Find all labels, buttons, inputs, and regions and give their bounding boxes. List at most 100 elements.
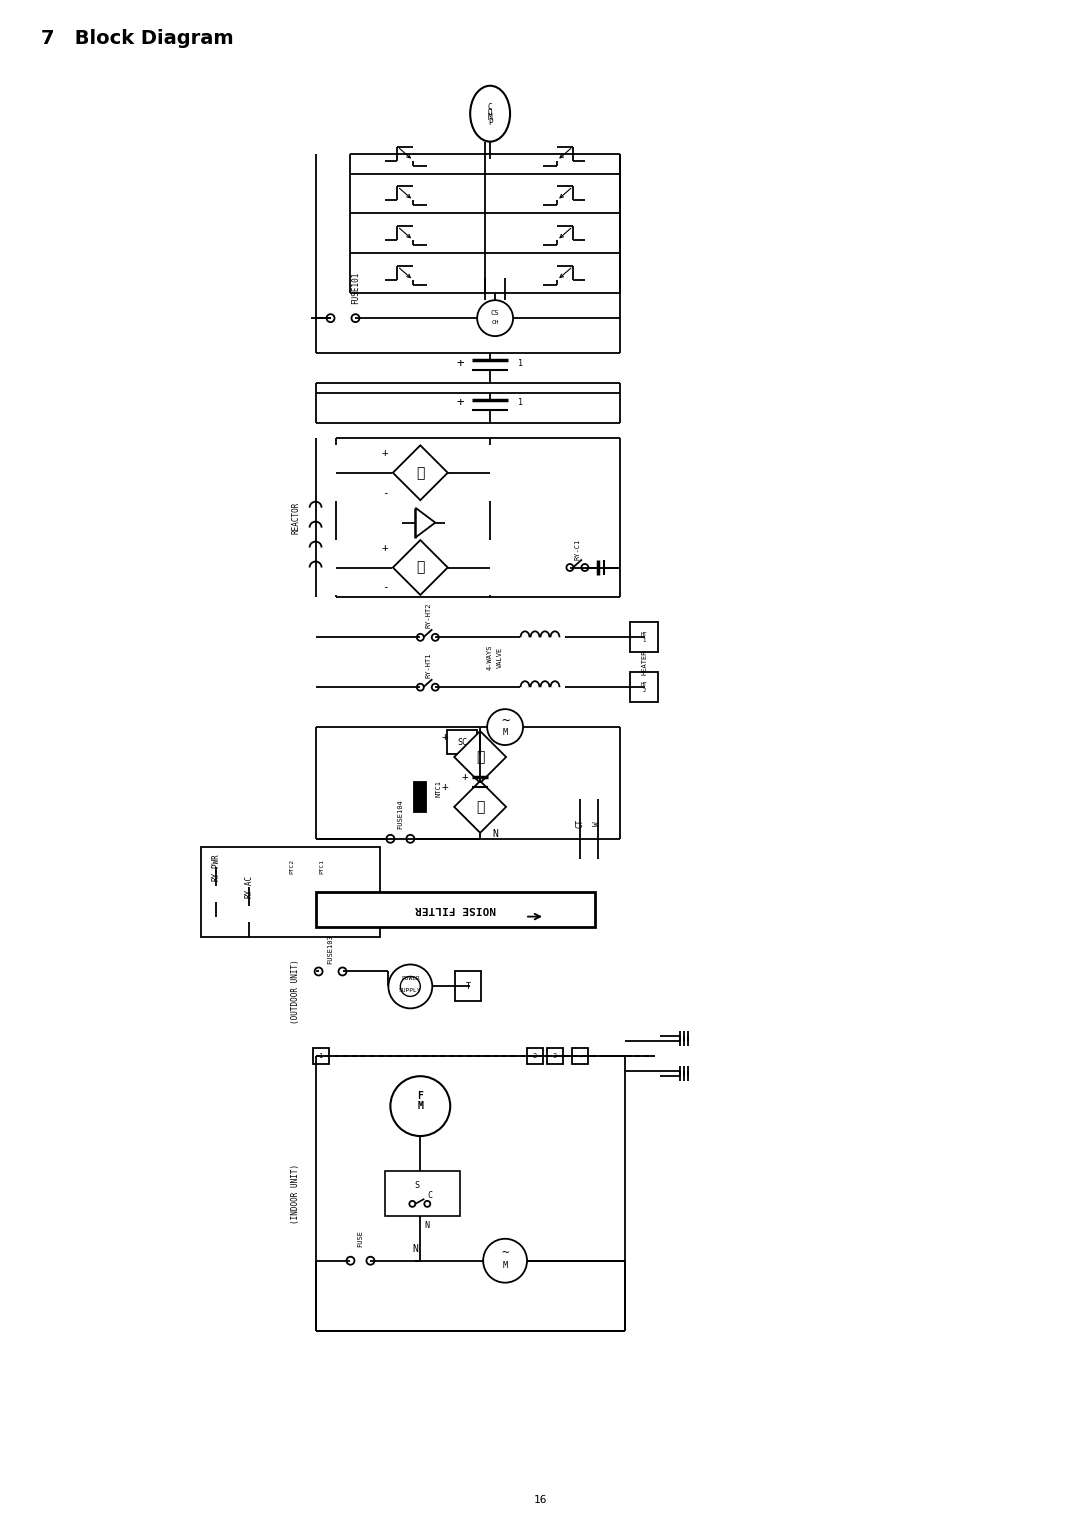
Text: HEATER: HEATER [642, 649, 648, 675]
Circle shape [245, 918, 253, 925]
Text: 本: 本 [476, 800, 484, 814]
Text: →: → [578, 1054, 582, 1060]
Text: N: N [413, 1245, 418, 1254]
Text: 本: 本 [416, 466, 424, 479]
Circle shape [338, 968, 347, 976]
Text: 本: 本 [476, 750, 484, 764]
Circle shape [566, 563, 573, 571]
Circle shape [432, 634, 438, 641]
Text: PTC2: PTC2 [289, 860, 294, 875]
Text: CH: CH [491, 319, 499, 325]
Text: ~: ~ [501, 1246, 509, 1260]
Text: +: + [382, 542, 389, 553]
Text: HT
2: HT 2 [640, 681, 647, 693]
Circle shape [213, 898, 219, 906]
Text: CS: CS [491, 310, 499, 316]
Bar [311, 849, 333, 884]
Polygon shape [455, 731, 507, 783]
Circle shape [326, 315, 335, 322]
Bar [630, 672, 658, 702]
Text: 1: 1 [517, 399, 523, 408]
Text: CT: CT [576, 818, 584, 829]
Text: M: M [502, 727, 508, 736]
Text: SC: SC [457, 738, 468, 747]
Text: +: + [457, 356, 464, 370]
Circle shape [487, 709, 523, 745]
Polygon shape [455, 780, 507, 832]
Text: REACTOR: REACTOR [292, 501, 300, 534]
Bar [312, 1048, 328, 1064]
Text: RY-HT1: RY-HT1 [426, 652, 431, 678]
Text: C: C [488, 104, 492, 111]
Circle shape [424, 1200, 430, 1206]
Circle shape [477, 301, 513, 336]
Text: +: + [442, 731, 448, 742]
Text: RY-PWR: RY-PWR [212, 854, 220, 881]
Circle shape [351, 315, 360, 322]
Bar [386, 1171, 460, 1215]
Text: 7   Block Diagram: 7 Block Diagram [41, 29, 234, 49]
Polygon shape [393, 446, 448, 501]
Text: 1: 1 [319, 1054, 323, 1060]
Bar [447, 730, 477, 754]
Text: -: - [382, 487, 389, 498]
Text: M: M [488, 113, 492, 122]
Text: +: + [462, 773, 469, 782]
Circle shape [245, 906, 253, 912]
Text: HT
1: HT 1 [640, 632, 647, 643]
Polygon shape [393, 541, 448, 596]
Bar [281, 849, 302, 884]
Circle shape [213, 886, 219, 892]
Text: 1: 1 [517, 359, 523, 368]
Circle shape [314, 968, 323, 976]
Circle shape [581, 563, 589, 571]
Text: (OUTDOOR UNIT): (OUTDOOR UNIT) [292, 959, 300, 1023]
Circle shape [483, 1238, 527, 1283]
Text: +: + [382, 447, 389, 458]
Circle shape [366, 1257, 375, 1264]
Bar [546, 1048, 563, 1064]
Text: N: N [424, 1222, 430, 1231]
Circle shape [417, 634, 423, 641]
Bar [630, 623, 658, 652]
Text: FUSE: FUSE [357, 1231, 364, 1248]
Text: S: S [415, 1182, 420, 1191]
Text: 4-WAYS: 4-WAYS [487, 644, 494, 670]
Text: 3: 3 [553, 1054, 557, 1060]
Text: 2: 2 [532, 1054, 537, 1060]
Circle shape [387, 835, 394, 843]
Text: +: + [457, 397, 464, 409]
Circle shape [432, 684, 438, 690]
Text: T: T [465, 982, 471, 991]
Text: 16: 16 [534, 1495, 546, 1506]
Text: NTC1: NTC1 [435, 780, 442, 797]
Text: SUPPLY: SUPPLY [400, 988, 421, 993]
Text: RY-AC: RY-AC [244, 875, 253, 898]
Text: RY-HT2: RY-HT2 [426, 603, 431, 628]
Text: VALVE: VALVE [497, 646, 503, 667]
Text: ~: ~ [501, 715, 510, 728]
Circle shape [389, 965, 432, 1008]
Text: N: N [492, 829, 498, 838]
Text: FUSE104: FUSE104 [397, 799, 403, 829]
Text: P: P [488, 118, 492, 127]
Bar [527, 1048, 543, 1064]
Bar [572, 1048, 588, 1064]
Text: PTC1: PTC1 [319, 860, 324, 875]
Circle shape [406, 835, 415, 843]
Ellipse shape [470, 86, 510, 142]
Text: RY-C1: RY-C1 [575, 539, 581, 560]
Text: (INDOOR UNIT): (INDOOR UNIT) [292, 1164, 300, 1225]
Bar [315, 892, 595, 927]
Text: M: M [502, 1261, 508, 1270]
Text: C: C [428, 1191, 433, 1200]
Text: FUSE103: FUSE103 [327, 935, 334, 965]
Text: W: W [593, 822, 603, 826]
Text: F: F [417, 1092, 423, 1101]
Text: NOISE FILTER: NOISE FILTER [415, 904, 496, 915]
Text: +: + [442, 782, 448, 793]
Circle shape [390, 1077, 450, 1136]
Text: POWER: POWER [401, 976, 420, 980]
Text: FUSE101: FUSE101 [351, 272, 360, 304]
Text: -: - [382, 582, 389, 592]
